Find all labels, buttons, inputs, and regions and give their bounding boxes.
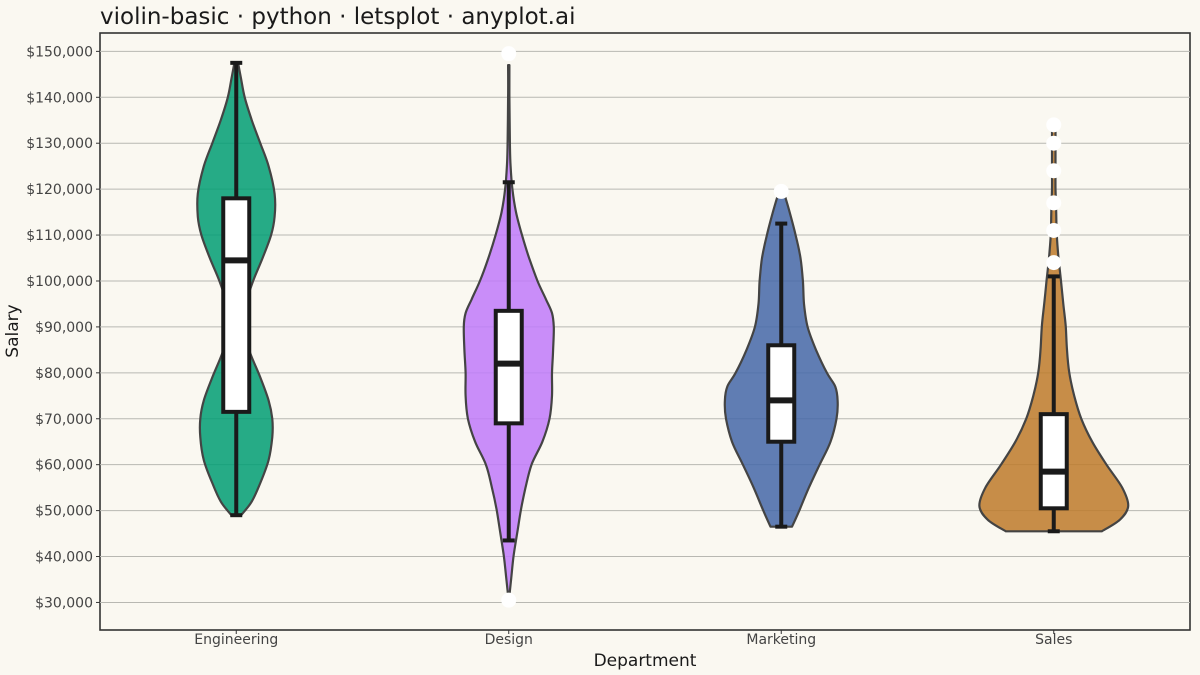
x-axis-title: Department [594,651,697,671]
y-tick-label: $110,000 [26,228,93,244]
x-tick-label: Design [485,632,533,648]
outlier-point [1046,222,1062,238]
y-tick-label: $30,000 [35,595,93,611]
outlier-point [773,183,789,199]
boxplots [221,60,1069,543]
y-tick-label: $80,000 [35,366,93,382]
outlier-point [1046,117,1062,133]
y-tick-label: $60,000 [35,458,93,474]
y-tick-label: $100,000 [26,274,93,290]
outlier-point [1046,195,1062,211]
y-tick-label: $150,000 [26,44,93,60]
outlier-point [1046,163,1062,179]
box-marketing [766,343,797,444]
box-engineering [221,196,252,414]
y-tick-label: $40,000 [35,550,93,566]
gridlines [100,50,1190,603]
outliers [501,46,1062,608]
box-design [493,308,524,426]
y-axis-ticks: $30,000 $40,000 $50,000 $60,000 $70,000 $80,0… [26,44,100,611]
x-tick-label: Marketing [746,632,816,648]
x-tick-label: Sales [1035,632,1072,648]
y-tick-label: $50,000 [35,504,93,520]
y-tick-label: $140,000 [26,90,93,106]
x-tick-label: Engineering [194,632,278,648]
y-tick-label: $120,000 [26,182,93,198]
outlier-point [501,46,517,62]
y-tick-label: $90,000 [35,320,93,336]
x-axis-ticks: Engineering Design Marketing Sales [194,630,1072,648]
plot-panel [99,32,1191,631]
outlier-point [1046,135,1062,151]
y-axis-title: Salary [3,304,23,357]
box-sales [1038,412,1069,511]
y-tick-label: $130,000 [26,136,93,152]
outlier-point [501,592,517,608]
chart-title: violin-basic · python · letsplot · anypl… [100,4,575,30]
y-tick-label: $70,000 [35,412,93,428]
outlier-point [1046,255,1062,271]
